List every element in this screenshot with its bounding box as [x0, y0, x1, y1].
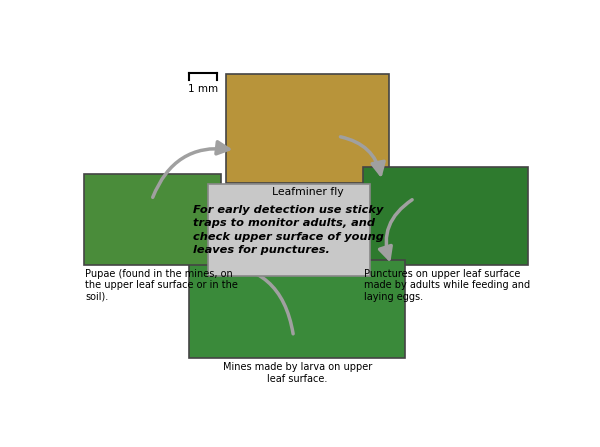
FancyBboxPatch shape: [226, 74, 389, 183]
FancyBboxPatch shape: [364, 167, 529, 266]
FancyBboxPatch shape: [84, 174, 221, 266]
Text: 1 mm: 1 mm: [188, 84, 218, 93]
Text: For early detection use sticky
traps to monitor adults, and
check upper surface : For early detection use sticky traps to …: [193, 205, 385, 255]
FancyBboxPatch shape: [208, 185, 370, 276]
Text: Pupae (found in the mines, on
the upper leaf surface or in the
soil).: Pupae (found in the mines, on the upper …: [85, 269, 238, 302]
Text: Leafminer fly: Leafminer fly: [272, 187, 343, 197]
FancyBboxPatch shape: [189, 260, 405, 358]
Text: Mines made by larva on upper
leaf surface.: Mines made by larva on upper leaf surfac…: [223, 362, 372, 384]
Text: Punctures on upper leaf surface
made by adults while feeding and
laying eggs.: Punctures on upper leaf surface made by …: [364, 269, 530, 302]
